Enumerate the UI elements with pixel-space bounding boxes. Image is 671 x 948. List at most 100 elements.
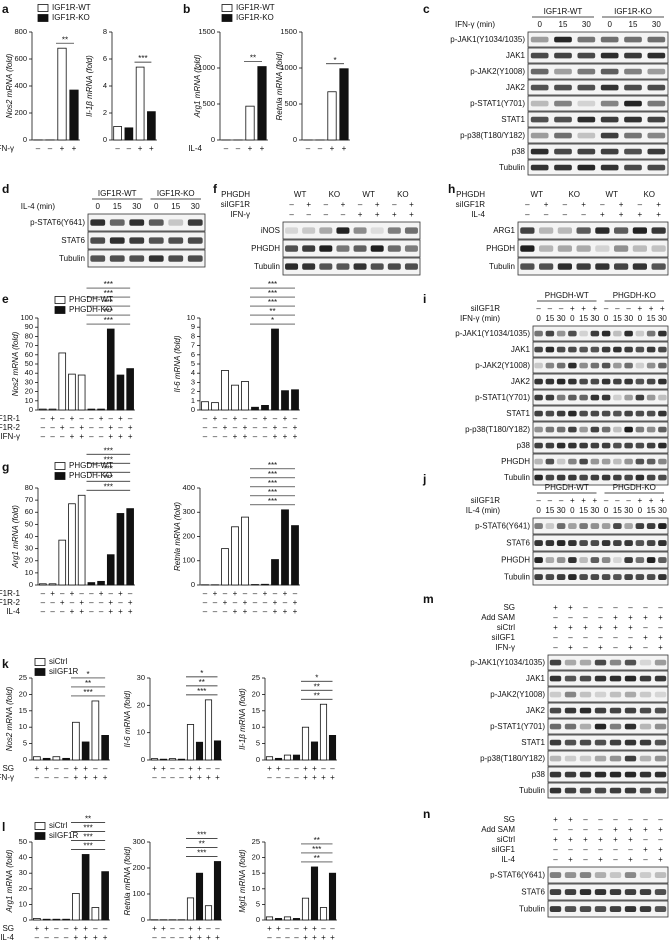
condition-mark: – xyxy=(263,423,268,432)
blot-band xyxy=(639,739,652,746)
blot-band xyxy=(646,378,656,385)
condition-mark: – xyxy=(658,603,663,612)
blot-band xyxy=(601,346,611,353)
blot-band xyxy=(601,540,611,547)
blot-band xyxy=(129,219,145,226)
blot-band xyxy=(632,245,647,252)
condition-mark: – xyxy=(60,414,65,423)
significance-label: *** xyxy=(312,845,321,854)
legend-swatch xyxy=(54,462,66,470)
panel-letter: b xyxy=(183,2,190,16)
blot-band xyxy=(613,540,622,547)
blot-band xyxy=(534,458,543,465)
condition-mark: + xyxy=(188,933,193,942)
blot-band xyxy=(594,755,607,762)
blot-band xyxy=(568,540,577,547)
condition-mark: + xyxy=(273,598,278,607)
panel-letter: n xyxy=(423,807,430,821)
condition-mark: + xyxy=(358,210,363,219)
blot-frame xyxy=(532,453,669,470)
condition-mark: – xyxy=(99,432,104,441)
condition-label: IFN-γ xyxy=(0,432,20,441)
condition-mark: 0 xyxy=(607,20,612,29)
condition-mark: – xyxy=(568,613,573,622)
y-axis-label: Retnla mRNA (fold) xyxy=(275,51,284,120)
condition-mark: + xyxy=(598,643,603,652)
bar xyxy=(339,68,349,141)
significance-label: *** xyxy=(104,307,113,316)
legend-label: PHGDH-WT xyxy=(69,461,113,470)
blot-row-label: JAK1 xyxy=(506,51,526,60)
blot-band xyxy=(576,245,591,252)
blot-frame xyxy=(282,239,421,258)
y-tick-label: 30 xyxy=(25,544,33,553)
condition-mark: + xyxy=(306,200,311,209)
y-axis-label: Mgl1 mRNA (fold) xyxy=(238,849,247,913)
condition-mark: – xyxy=(50,607,55,616)
blot-band xyxy=(579,557,588,564)
condition-mark: – xyxy=(626,496,631,505)
blot-band xyxy=(654,771,667,778)
condition-mark: – xyxy=(548,304,553,313)
bar xyxy=(292,918,301,921)
y-tick-label: 1500 xyxy=(280,27,297,36)
condition-mark: – xyxy=(604,496,609,505)
blot-band xyxy=(590,442,600,449)
condition-mark: – xyxy=(206,764,211,773)
condition-label: IFN-γ (min) xyxy=(460,314,500,323)
y-tick-label: 50 xyxy=(25,359,33,368)
blot-band xyxy=(647,84,666,91)
condition-mark: – xyxy=(658,835,663,844)
condition-mark: – xyxy=(583,825,588,834)
blot-band xyxy=(646,346,656,353)
blot-band xyxy=(534,523,543,530)
blot-band xyxy=(530,100,549,107)
condition-mark: – xyxy=(283,598,288,607)
condition-label: IL-4 xyxy=(188,144,202,153)
blot-band xyxy=(646,442,656,449)
blot-band xyxy=(577,100,596,107)
condition-mark: + xyxy=(649,304,654,313)
blot-row-label: iNOS xyxy=(261,226,280,235)
bar xyxy=(265,756,274,761)
panel-letter: l xyxy=(2,820,5,834)
condition-mark: – xyxy=(223,414,228,423)
blot-band xyxy=(590,574,600,581)
condition-mark: – xyxy=(568,845,573,854)
condition-mark: – xyxy=(41,432,46,441)
condition-mark: – xyxy=(581,210,586,219)
condition-mark: + xyxy=(643,613,648,622)
blot-band xyxy=(564,889,577,896)
condition-mark: + xyxy=(118,589,123,598)
blot-band xyxy=(534,330,543,337)
y-tick-label: 200 xyxy=(132,863,145,872)
y-tick-label: 30 xyxy=(137,673,145,682)
condition-mark: + xyxy=(568,623,573,632)
blot-band xyxy=(646,540,656,547)
blot-band xyxy=(594,787,607,794)
y-tick-label: 100 xyxy=(20,313,33,322)
blot-band xyxy=(635,442,645,449)
condition-mark: + xyxy=(70,589,75,598)
y-tick-label: 500 xyxy=(202,99,215,108)
condition-mark: – xyxy=(263,432,268,441)
blot-band xyxy=(594,707,607,714)
condition-label: siCtrl xyxy=(497,623,515,632)
condition-mark: – xyxy=(50,598,55,607)
blot-band xyxy=(646,394,656,401)
condition-mark: + xyxy=(233,607,238,616)
blot-band xyxy=(168,255,184,262)
blot-band xyxy=(556,474,566,481)
y-tick-label: 300 xyxy=(132,837,145,846)
blot-band xyxy=(613,410,622,417)
group-label: IGF1R-WT xyxy=(98,189,137,198)
blot-band xyxy=(577,132,596,139)
significance-label: *** xyxy=(104,455,113,464)
condition-mark: WT xyxy=(294,190,307,199)
blot-band xyxy=(564,771,577,778)
condition-mark: + xyxy=(108,423,113,432)
blot-band xyxy=(530,164,549,171)
y-tick-label: 0 xyxy=(293,135,297,144)
blot-band xyxy=(568,458,577,465)
blot-row-label: STAT1 xyxy=(521,738,545,747)
